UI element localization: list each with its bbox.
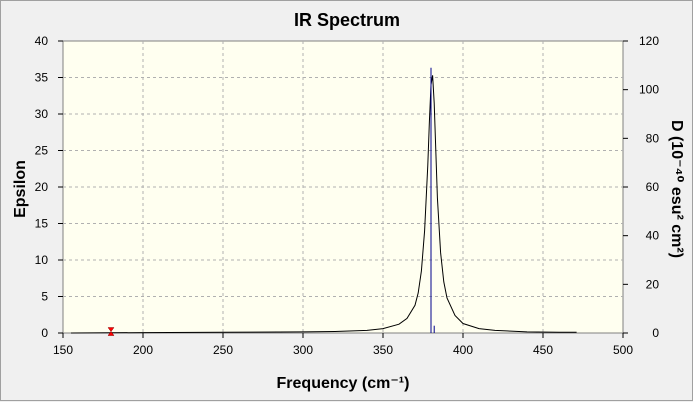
y2-tick-label: 40 bbox=[646, 229, 660, 243]
y-tick-label: 25 bbox=[35, 144, 49, 158]
x-axis-ticks: 150 200 250 300 350 400 450 500 bbox=[53, 333, 633, 357]
x-tick-label: 450 bbox=[533, 343, 553, 357]
y-tick-label: 20 bbox=[35, 180, 49, 194]
y-tick-label: 40 bbox=[35, 34, 49, 48]
y-tick-label: 15 bbox=[35, 217, 49, 231]
spectrum-curve bbox=[70, 75, 577, 334]
y-tick-label: 35 bbox=[35, 71, 49, 85]
x-tick-label: 350 bbox=[373, 343, 393, 357]
x-tick-label: 250 bbox=[213, 343, 233, 357]
y-tick-label: 30 bbox=[35, 107, 49, 121]
grid-lines bbox=[63, 41, 623, 333]
chart-title: IR Spectrum bbox=[294, 10, 400, 30]
y2-tick-label: 60 bbox=[646, 180, 660, 194]
y-tick-label: 5 bbox=[41, 290, 48, 304]
y2-tick-label: 20 bbox=[646, 277, 660, 291]
y2-tick-label: 80 bbox=[646, 131, 660, 145]
y2-axis-ticks: 0 20 40 60 80 100 120 bbox=[623, 34, 659, 340]
frequency-marker bbox=[107, 327, 115, 336]
y2-tick-label: 100 bbox=[639, 83, 659, 97]
y-tick-label: 0 bbox=[41, 326, 48, 340]
y2-tick-label: 0 bbox=[652, 326, 659, 340]
y-axis-ticks: 0 5 10 15 20 25 30 35 40 bbox=[35, 34, 63, 340]
x-tick-label: 300 bbox=[293, 343, 313, 357]
x-axis-title: Frequency (cm⁻¹) bbox=[277, 375, 410, 392]
x-tick-label: 400 bbox=[453, 343, 473, 357]
x-tick-label: 200 bbox=[133, 343, 153, 357]
series-layer bbox=[70, 67, 577, 334]
marker-layer bbox=[107, 327, 115, 336]
y-axis-title: Epsilon bbox=[12, 160, 29, 218]
y2-axis-title: D (10⁻⁴⁰ esu² cm²) bbox=[668, 120, 685, 258]
y2-tick-label: 120 bbox=[639, 34, 659, 48]
x-tick-label: 500 bbox=[613, 343, 633, 357]
plot-area bbox=[62, 40, 624, 334]
x-tick-label: 150 bbox=[53, 343, 73, 357]
y-tick-label: 10 bbox=[35, 253, 49, 267]
